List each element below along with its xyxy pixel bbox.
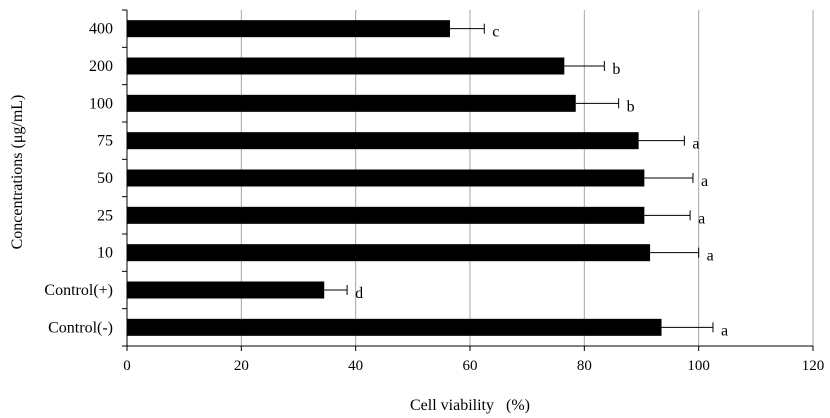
- significance-letter: a: [692, 136, 699, 153]
- x-tick-label: 100: [687, 358, 710, 374]
- y-category-label: 200: [89, 58, 113, 75]
- y-category-label: Control(-): [48, 319, 113, 336]
- bar-75: [127, 132, 639, 150]
- x-axis-title: Cell viability (%): [410, 397, 530, 414]
- bar-10: [127, 244, 651, 262]
- bar-25: [127, 206, 645, 224]
- bar-100: [127, 94, 576, 112]
- y-category-label: 10: [97, 245, 113, 262]
- significance-letter: a: [701, 173, 708, 190]
- x-tick-label: 60: [463, 358, 478, 374]
- labels: 0 20 40 60 80 100 120 400 c 200 b 100 b 75 a 50 a 25 a 10 a C…: [44, 21, 824, 374]
- bar-50: [127, 169, 645, 187]
- y-category-label: 50: [97, 170, 113, 187]
- bar-Control(-): [127, 318, 662, 336]
- bar-400: [127, 20, 450, 38]
- significance-letter: b: [627, 98, 635, 115]
- bars: [127, 20, 714, 336]
- significance-letter: c: [492, 24, 499, 41]
- y-axis-title: Concentrations (μg/mL): [9, 95, 26, 250]
- y-category-label: 100: [89, 95, 113, 112]
- x-tick-label: 120: [802, 358, 825, 374]
- axes: [122, 9, 814, 351]
- significance-letter: a: [707, 248, 714, 265]
- x-tick-label: 80: [577, 358, 592, 374]
- y-category-label: Control(+): [44, 282, 113, 299]
- significance-letter: d: [355, 285, 363, 302]
- significance-letter: b: [612, 61, 620, 78]
- bar-200: [127, 57, 565, 75]
- y-category-label: 400: [89, 21, 113, 38]
- x-tick-label: 20: [234, 358, 249, 374]
- x-tick-label: 0: [123, 358, 131, 374]
- y-category-label: 75: [97, 133, 113, 150]
- y-category-label: 25: [97, 207, 113, 224]
- significance-letter: a: [698, 210, 705, 227]
- significance-letter: a: [721, 322, 728, 339]
- bar-Control(+): [127, 281, 325, 299]
- x-tick-label: 40: [348, 358, 363, 374]
